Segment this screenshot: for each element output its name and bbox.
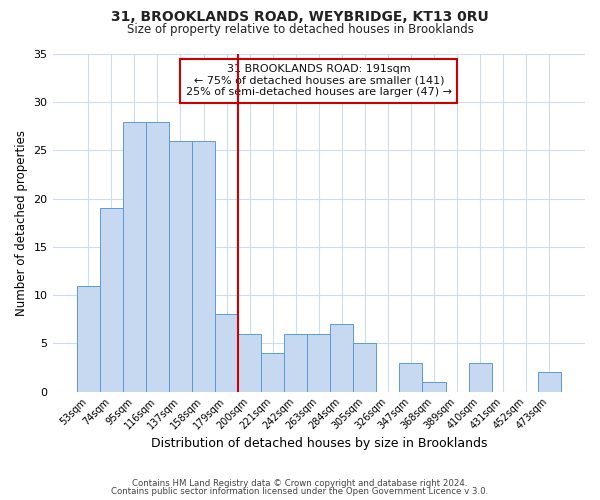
Bar [146,122,169,392]
Bar [469,362,491,392]
Text: 31 BROOKLANDS ROAD: 191sqm
← 75% of detached houses are smaller (141)
25% of sem: 31 BROOKLANDS ROAD: 191sqm ← 75% of deta… [186,64,452,98]
Text: 31, BROOKLANDS ROAD, WEYBRIDGE, KT13 0RU: 31, BROOKLANDS ROAD, WEYBRIDGE, KT13 0RU [111,10,489,24]
Bar [307,334,330,392]
Bar [77,286,100,392]
Bar [123,122,146,392]
Bar [100,208,123,392]
Bar [400,362,422,392]
Bar [192,141,215,392]
Bar [422,382,446,392]
Text: Contains HM Land Registry data © Crown copyright and database right 2024.: Contains HM Land Registry data © Crown c… [132,478,468,488]
Bar [353,344,376,392]
Text: Size of property relative to detached houses in Brooklands: Size of property relative to detached ho… [127,22,473,36]
Bar [261,353,284,392]
Bar [169,141,192,392]
Bar [215,314,238,392]
Bar [284,334,307,392]
X-axis label: Distribution of detached houses by size in Brooklands: Distribution of detached houses by size … [151,437,487,450]
Bar [538,372,561,392]
Text: Contains public sector information licensed under the Open Government Licence v : Contains public sector information licen… [112,487,488,496]
Bar [238,334,261,392]
Y-axis label: Number of detached properties: Number of detached properties [15,130,28,316]
Bar [330,324,353,392]
